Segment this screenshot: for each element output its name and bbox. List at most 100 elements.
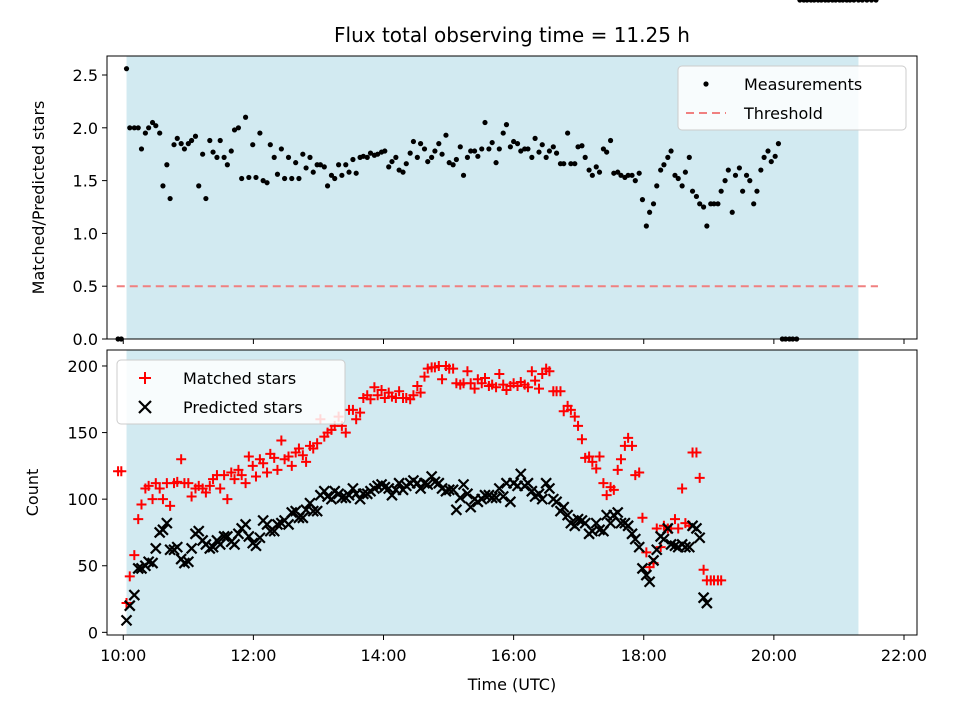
measurements-point — [840, 0, 846, 3]
measurements-point — [658, 167, 664, 173]
measurements-point — [386, 164, 392, 170]
matched-stars-point — [408, 390, 419, 401]
measurements-point — [647, 209, 653, 215]
measurements-point — [550, 144, 556, 150]
measurements-point — [393, 154, 399, 160]
measurements-point — [471, 148, 478, 154]
measurements-point — [453, 156, 459, 163]
measurements-point — [439, 151, 445, 157]
matched-stars-point — [222, 494, 233, 505]
matched-stars-point — [293, 443, 304, 454]
measurements-point — [715, 201, 721, 207]
measurements-point — [851, 0, 857, 3]
measurements-point — [264, 180, 270, 186]
chart-title: Flux total observing time = 11.25 h — [334, 23, 690, 47]
predicted-stars-point — [218, 530, 230, 543]
predicted-stars-point — [604, 517, 617, 529]
measurements-point — [859, 0, 865, 3]
matched-stars-point — [269, 452, 280, 463]
matched-stars-point — [124, 571, 135, 582]
matched-stars-point — [584, 451, 595, 462]
measurements-point — [629, 172, 635, 178]
measurements-point — [246, 174, 252, 181]
predicted-stars-point — [207, 541, 219, 553]
measurements-point — [400, 169, 406, 175]
measurements-point — [611, 170, 617, 176]
measurements-point — [282, 175, 288, 182]
bottom-panel-counts: 0 50 100 150 200 10:00 12:00 14:00 16:00 18:00 20:… — [23, 350, 927, 665]
measurements-point — [192, 133, 199, 139]
matched-stars-point — [565, 404, 576, 415]
matched-stars-point — [312, 438, 323, 449]
measurements-point — [518, 148, 524, 154]
measurements-point — [278, 146, 284, 152]
measurements-point — [153, 123, 159, 129]
measurements-point — [332, 175, 338, 182]
measurements-point — [185, 141, 191, 147]
matched-stars-point — [308, 443, 319, 454]
matched-stars-point — [376, 384, 387, 395]
matched-stars-point — [615, 454, 626, 465]
matched-stars-point — [576, 434, 587, 445]
matched-stars-point — [587, 456, 598, 467]
y-axis-label: Count — [23, 469, 42, 517]
matched-stars-point — [165, 500, 176, 511]
x-tick-label: 14:00 — [360, 646, 406, 665]
measurements-point — [271, 154, 277, 160]
predicted-stars-point — [543, 482, 556, 495]
measurements-point — [171, 142, 177, 148]
predicted-stars-point — [658, 533, 670, 545]
measurements-point — [417, 141, 424, 147]
predicted-stars-point — [254, 532, 266, 544]
predicted-stars-point — [464, 501, 477, 513]
measurements-point — [697, 201, 703, 207]
measurements-point — [167, 195, 173, 202]
measurements-point — [135, 125, 141, 131]
matched-stars-point — [116, 466, 127, 477]
matched-stars-point — [276, 435, 287, 446]
matched-stars-point — [476, 378, 487, 389]
predicted-stars-point — [311, 505, 323, 517]
measurements-point — [217, 137, 223, 144]
measurements-point — [643, 223, 649, 229]
matched-stars-point — [637, 512, 648, 523]
predicted-stars-point — [171, 541, 184, 553]
matched-stars-point — [219, 470, 230, 481]
measurements-point — [353, 170, 359, 176]
matched-stars-point — [133, 514, 144, 525]
measurements-point — [503, 122, 510, 128]
measurements-point — [367, 150, 374, 156]
predicted-stars-point — [526, 485, 538, 497]
measurements-point — [665, 154, 671, 160]
predicted-stars-point — [633, 541, 645, 553]
matched-stars-point — [200, 487, 211, 498]
matched-stars-point — [415, 387, 426, 398]
measurements-point — [446, 160, 452, 166]
measurements-point — [396, 167, 402, 173]
matched-stars-point — [591, 463, 602, 474]
matched-stars-point — [437, 374, 448, 385]
y-tick-label: 200 — [67, 357, 98, 376]
matched-stars-point — [716, 575, 727, 586]
measurements-point — [511, 138, 517, 145]
y-axis-label: Matched/Predicted stars — [29, 101, 48, 295]
measurements-point — [704, 223, 710, 229]
predicted-stars-point — [522, 477, 534, 489]
predicted-stars-point — [443, 484, 455, 496]
measurements-point — [221, 154, 227, 160]
measurements-point — [303, 165, 309, 171]
measurements-point — [178, 141, 184, 147]
measurements-point — [736, 165, 742, 171]
measurements-point — [274, 171, 281, 177]
measurements-point — [654, 183, 660, 189]
measurements-point — [142, 130, 148, 136]
measurements-point — [389, 158, 395, 165]
measurements-point — [586, 167, 592, 173]
predicted-stars-point — [622, 520, 634, 532]
measurements-point — [300, 151, 306, 157]
measurements-point — [307, 154, 313, 160]
measurements-point — [464, 154, 471, 160]
predicted-stars-point — [697, 591, 710, 604]
matched-stars-point — [154, 483, 165, 494]
x-tick-label: 12:00 — [230, 646, 276, 665]
